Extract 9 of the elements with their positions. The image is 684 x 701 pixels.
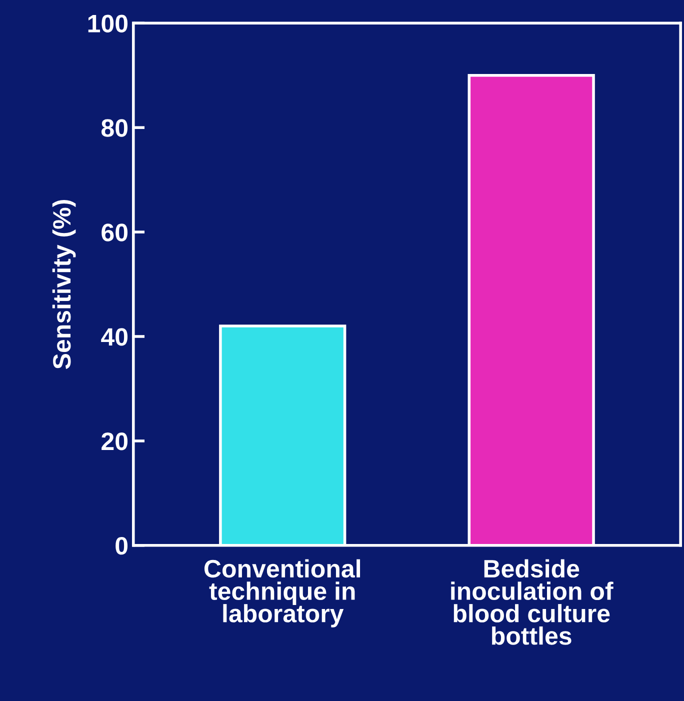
y-tick-label: 80 — [102, 119, 128, 137]
x-tick-label: Conventional technique in laboratory — [204, 559, 360, 628]
y-tick-label: 60 — [102, 224, 128, 242]
y-tick-label: 0 — [116, 536, 128, 555]
y-tick-label: 100 — [88, 14, 128, 32]
y-tick-label: 40 — [101, 328, 128, 346]
y-tick-label: 20 — [102, 432, 128, 450]
y-axis-title: Sensitivity (%) — [52, 200, 76, 369]
x-tick-label: Bedside inoculation of blood culture bottles — [451, 559, 614, 645]
